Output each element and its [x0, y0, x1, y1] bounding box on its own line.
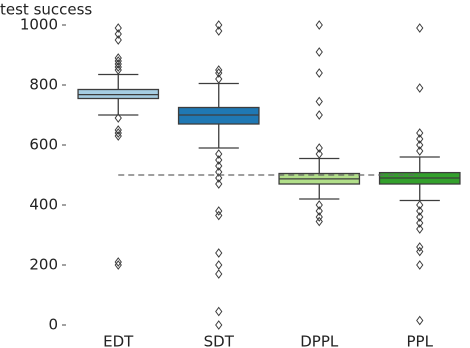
outlier	[416, 224, 424, 234]
x-tick-label: DPPL	[300, 333, 339, 348]
y-tick-label: 600	[29, 136, 58, 154]
outlier	[315, 96, 323, 107]
outlier	[215, 306, 223, 317]
outlier	[315, 20, 323, 30]
outlier	[315, 143, 323, 153]
outlier	[416, 212, 424, 222]
outlier	[215, 167, 223, 177]
x-tick-label: PPL	[407, 333, 434, 348]
outlier	[416, 260, 424, 270]
outlier	[315, 110, 323, 120]
y-tick-label: 400	[29, 196, 58, 214]
outlier	[215, 149, 223, 159]
outlier	[114, 35, 122, 45]
outlier	[416, 246, 424, 257]
outlier	[315, 212, 323, 222]
outlier	[215, 173, 223, 183]
outlier	[416, 218, 424, 228]
outlier	[416, 140, 424, 150]
outlier	[215, 210, 223, 221]
outlier	[215, 26, 223, 36]
outlier	[315, 68, 323, 78]
outlier	[416, 134, 424, 144]
x-tick-label: SDT	[204, 333, 235, 348]
outlier	[215, 179, 223, 189]
outlier	[215, 248, 223, 258]
outlier	[114, 260, 122, 270]
y-tick-label: 800	[29, 76, 58, 94]
y-tick-label: 200	[29, 256, 58, 274]
outlier	[114, 23, 122, 33]
outlier	[114, 257, 122, 267]
outlier	[315, 149, 323, 159]
outlier	[215, 320, 223, 330]
outlier	[114, 113, 122, 123]
outlier	[315, 47, 323, 57]
outlier	[416, 128, 424, 138]
outlier	[114, 53, 122, 63]
outlier	[215, 161, 223, 171]
y-axis-label: test success	[0, 1, 92, 19]
outlier	[215, 20, 223, 30]
outlier	[215, 74, 223, 84]
outlier	[416, 242, 424, 252]
outlier	[416, 83, 424, 93]
outlier	[215, 206, 223, 216]
outlier	[416, 200, 424, 210]
outlier	[416, 23, 424, 33]
outlier	[416, 146, 424, 156]
outlier	[215, 65, 223, 75]
outlier	[315, 200, 323, 210]
outlier	[215, 155, 223, 165]
outlier	[416, 315, 424, 326]
outlier	[114, 128, 122, 138]
y-tick-label: 1000	[20, 16, 58, 34]
box	[177, 106, 260, 125]
outlier	[315, 216, 323, 227]
x-tick-label: EDT	[103, 333, 134, 348]
outlier	[416, 206, 424, 216]
outlier	[114, 29, 122, 39]
outlier	[315, 206, 323, 216]
y-tick-label: 0	[48, 316, 58, 334]
outlier	[215, 269, 223, 279]
outlier	[114, 125, 122, 135]
outlier	[215, 260, 223, 270]
